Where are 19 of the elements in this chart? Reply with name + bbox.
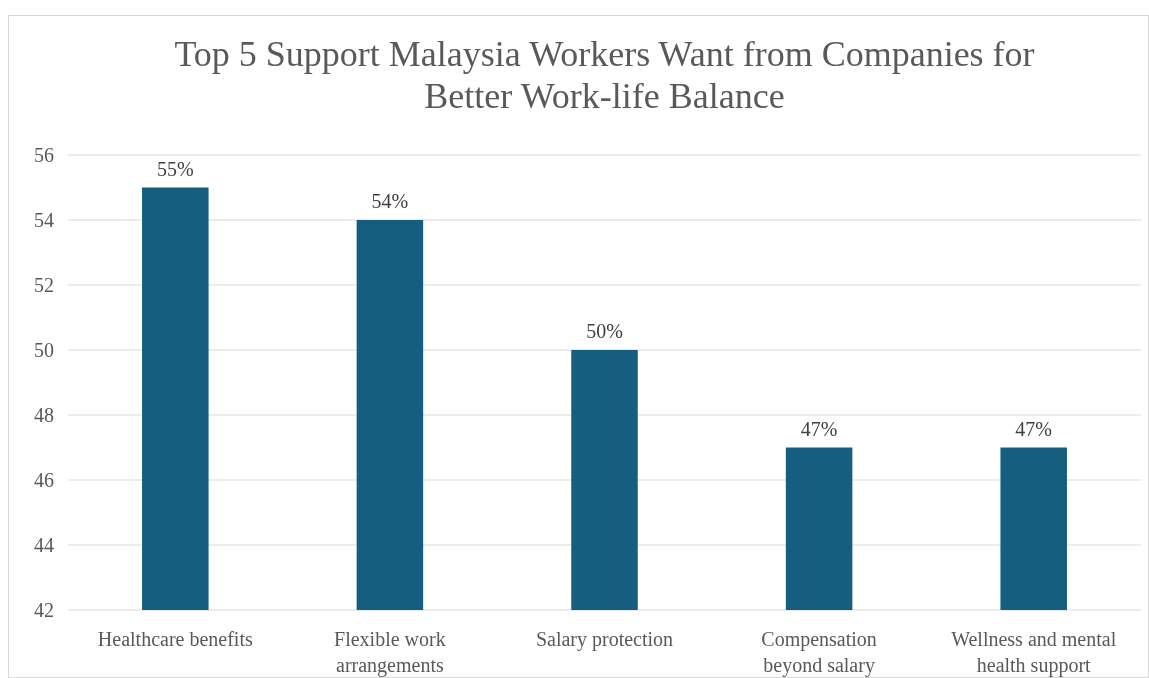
data-label: 55% <box>156 157 194 180</box>
y-tick-label: 52 <box>34 274 54 296</box>
y-tick-label: 46 <box>34 469 54 491</box>
x-tick-label: Healthcare benefits <box>97 628 253 650</box>
y-tick-label: 50 <box>34 339 54 361</box>
data-label: 47% <box>800 417 838 440</box>
y-tick-label: 42 <box>34 599 54 621</box>
data-label: 54% <box>371 190 409 212</box>
y-tick-label: 44 <box>34 534 54 556</box>
x-tick-label: Salary protection <box>535 628 674 651</box>
data-label: 50% <box>586 320 623 342</box>
x-tick-label: Flexible work arrangements <box>334 628 446 677</box>
chart-title: Top 5 Support Malaysia Workers Want from Companies for Better Work-life Balance <box>174 34 1035 116</box>
x-tick-label: Compensation beyond salary <box>761 628 877 677</box>
y-tick-label: 54 <box>34 209 54 231</box>
y-tick-label: 56 <box>34 144 54 166</box>
y-tick-label: 48 <box>34 404 54 426</box>
x-tick-label: Wellness and mental health support <box>951 628 1117 677</box>
data-label: 47% <box>1015 417 1053 440</box>
